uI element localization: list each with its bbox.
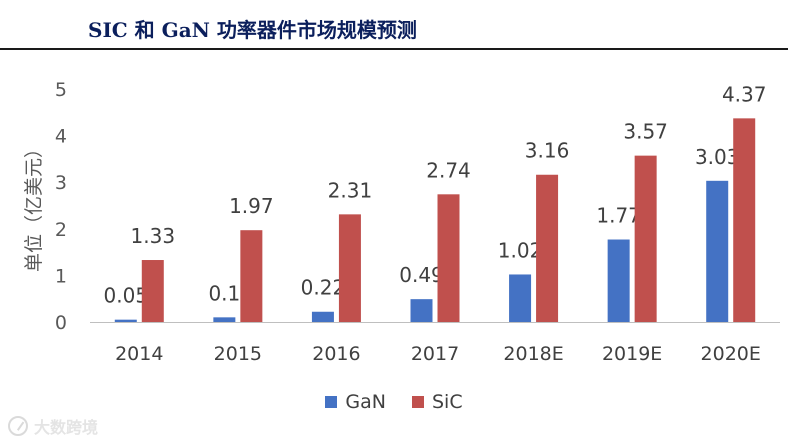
y-tick-label: 5 [55, 79, 67, 101]
x-tick-label: 2018E [503, 343, 563, 365]
legend-swatch-gan [325, 396, 338, 408]
legend-swatch-sic [411, 396, 424, 408]
title-divider [0, 48, 788, 50]
x-tick-label: 2017 [411, 343, 459, 365]
data-label-sic: 2.31 [328, 178, 373, 202]
bar-sic [240, 230, 263, 322]
data-label-sic: 4.37 [722, 82, 767, 106]
bar-sic [141, 260, 164, 322]
brand-logo-icon [8, 416, 28, 436]
bar-sic [733, 118, 756, 322]
data-label-gan: 0.1 [208, 281, 240, 305]
x-tick-label: 2016 [312, 343, 360, 365]
data-label-gan: 0.22 [301, 276, 346, 300]
data-label-sic: 3.57 [623, 120, 668, 144]
chart-title: SIC 和 GaN 功率器件市场规模预测 [88, 18, 417, 42]
bar-sic [634, 155, 657, 322]
x-tick-label: 2019E [602, 343, 662, 365]
data-label-gan: 3.03 [695, 145, 740, 169]
bar-gan [114, 319, 137, 322]
data-label-sic: 2.74 [426, 158, 471, 182]
y-axis-label: 单位（亿美元） [23, 139, 45, 272]
bar-gan [509, 274, 532, 322]
bar-gan [706, 180, 729, 322]
legend-item-sic: SiC [411, 391, 463, 413]
bar-sic [338, 214, 361, 322]
legend-item-gan: GaN [325, 391, 386, 413]
y-tick-label: 2 [55, 219, 67, 241]
x-tick-label: 2014 [115, 343, 163, 365]
bar-gan [607, 239, 630, 322]
data-label-sic: 1.33 [131, 224, 176, 248]
y-tick-label: 0 [55, 312, 67, 334]
bar-sic [536, 174, 559, 322]
y-tick-label: 1 [55, 265, 67, 287]
data-label-gan: 0.05 [104, 284, 149, 308]
bar-gan [311, 311, 334, 322]
data-label-gan: 0.49 [399, 263, 444, 287]
legend-label-sic: SiC [431, 391, 463, 413]
bar-sic [437, 194, 460, 322]
watermark: 大数跨境 [8, 414, 98, 438]
bar-gan [410, 299, 433, 322]
data-label-sic: 3.16 [525, 139, 570, 163]
bar-gan [213, 317, 236, 322]
legend-label-gan: GaN [345, 391, 386, 413]
y-tick-label: 3 [55, 172, 67, 194]
legend: GaN SiC [0, 388, 788, 416]
title-bar: SIC 和 GaN 功率器件市场规模预测 [0, 0, 788, 50]
x-tick-label: 2020E [701, 343, 761, 365]
data-label-gan: 1.02 [498, 238, 543, 262]
data-label-gan: 1.77 [596, 204, 641, 228]
x-tick-label: 2015 [214, 343, 262, 365]
data-label-sic: 1.97 [229, 194, 274, 218]
y-tick-label: 4 [55, 126, 67, 148]
watermark-text: 大数跨境 [34, 418, 99, 437]
